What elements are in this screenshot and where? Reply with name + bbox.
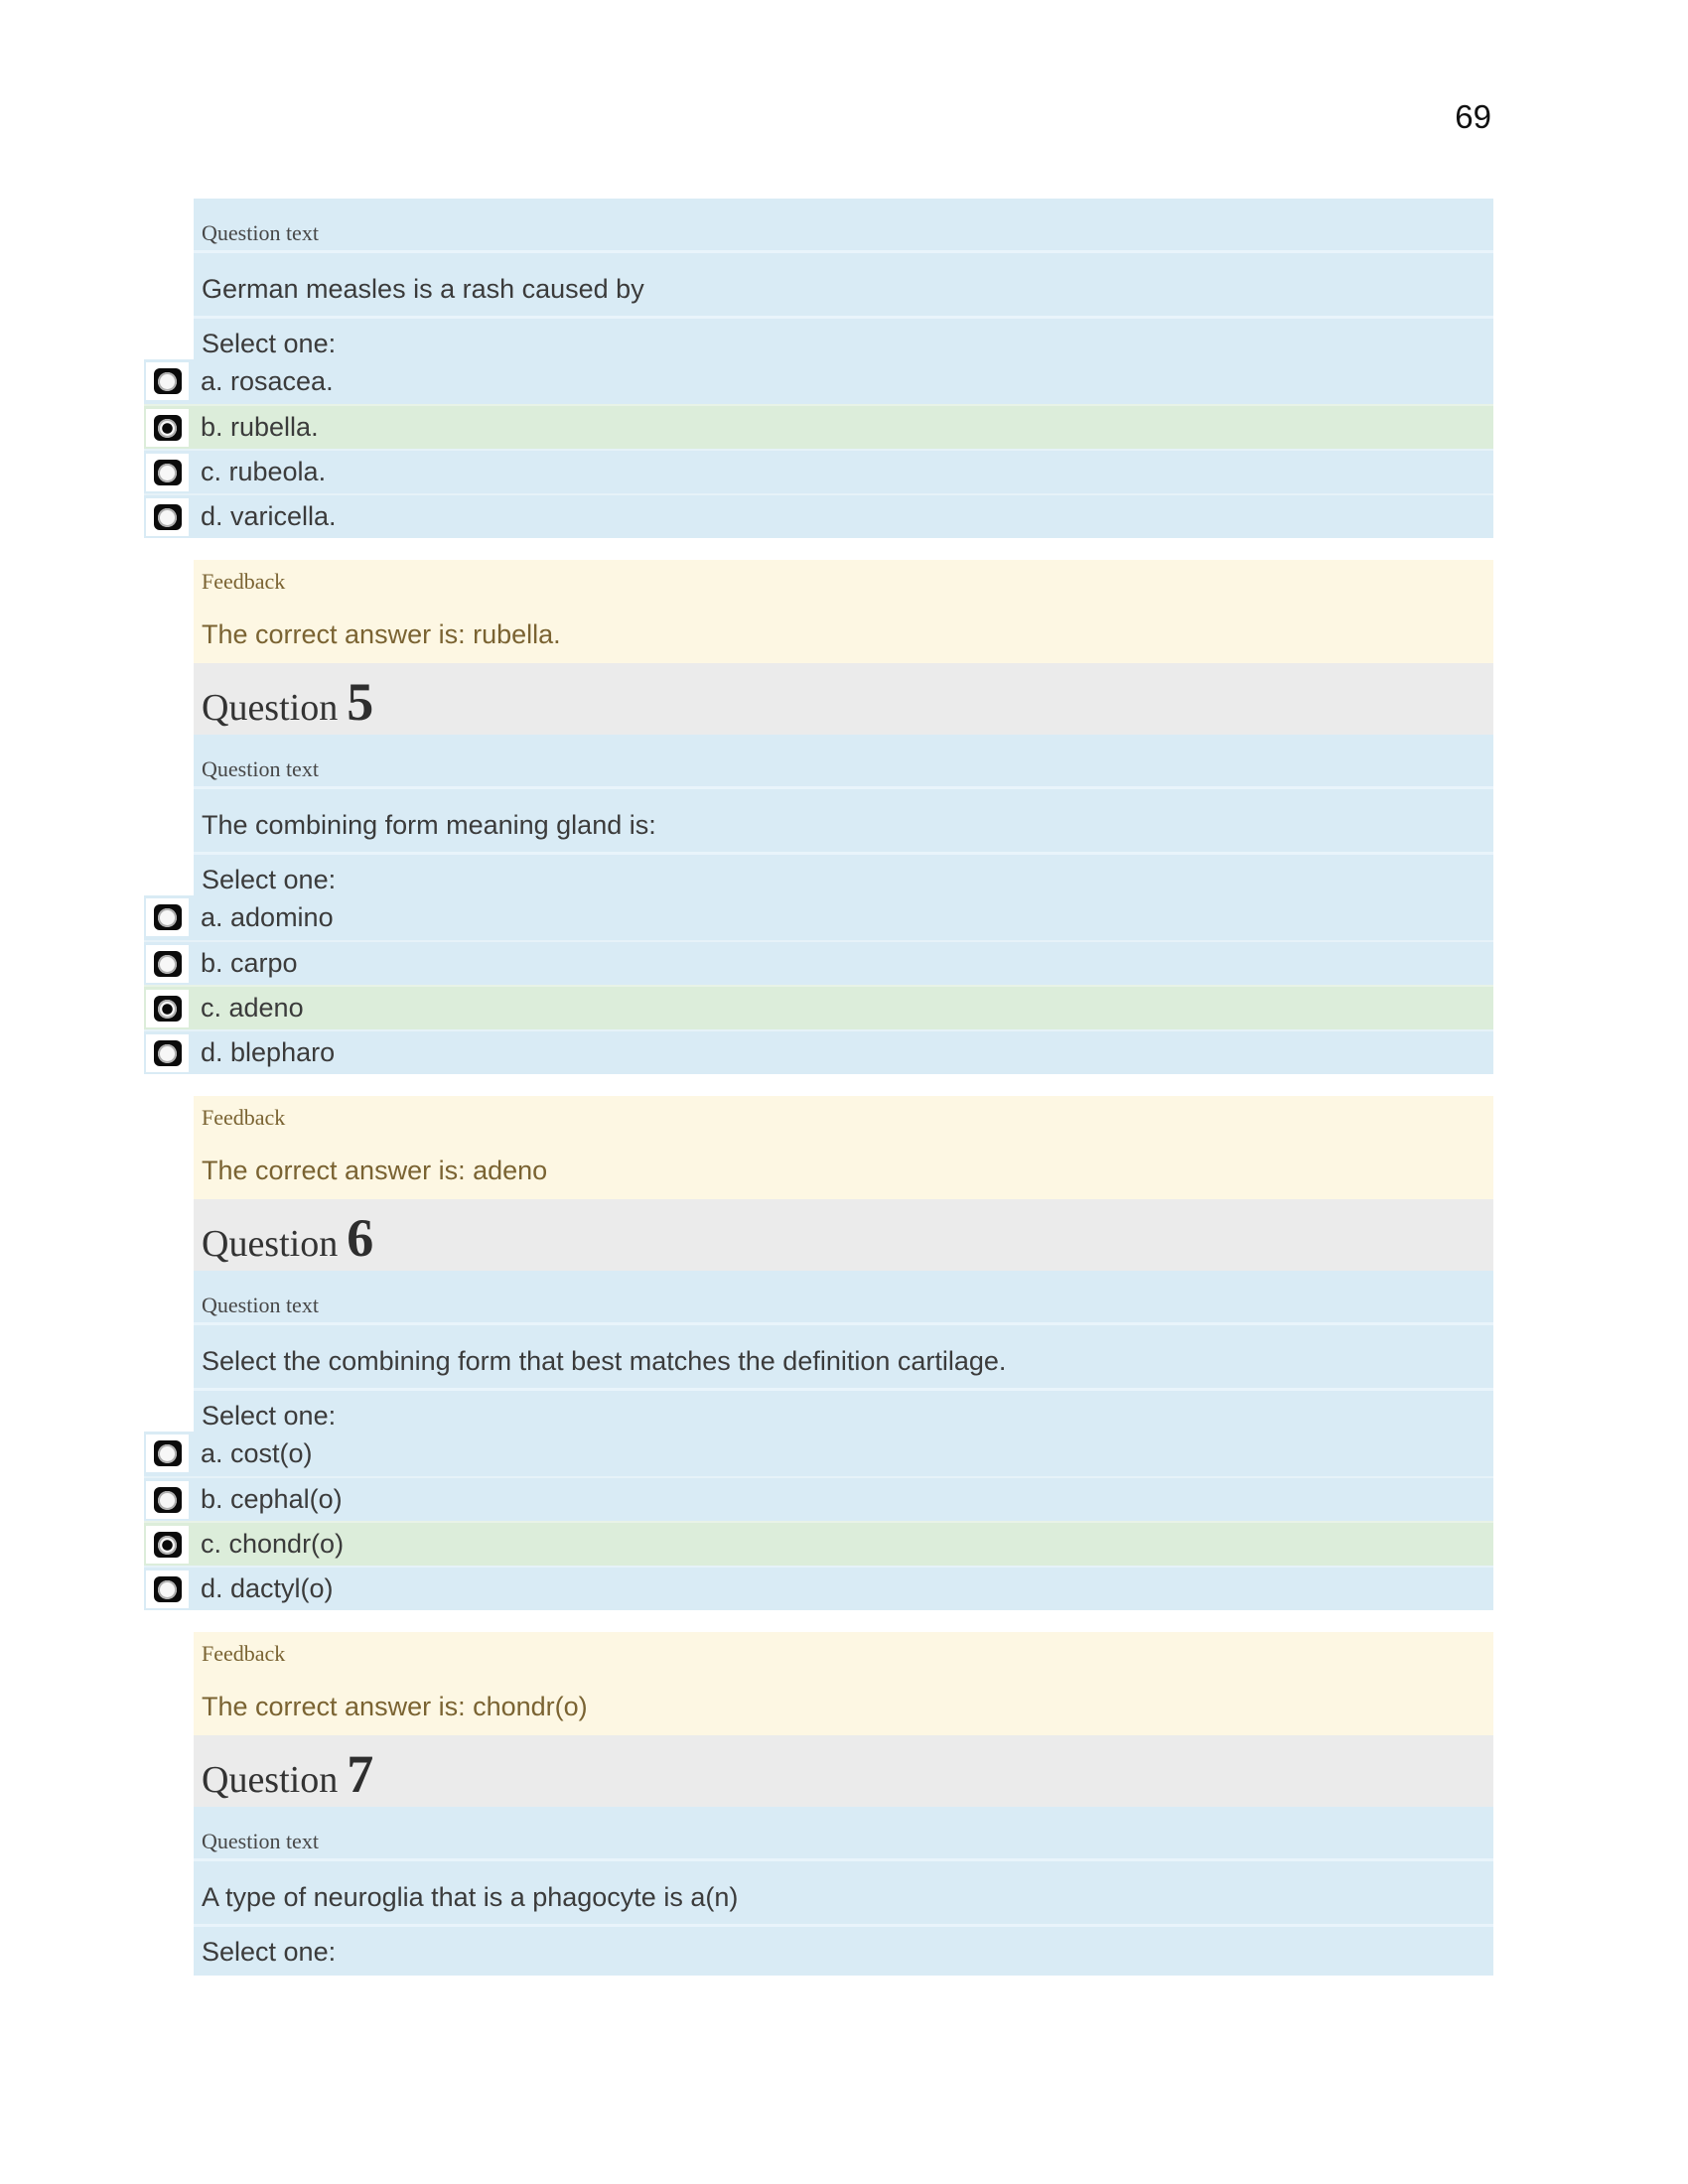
radio-button[interactable] — [146, 454, 189, 491]
question-body: The combining form meaning gland is: — [194, 786, 1493, 852]
option-label: c. chondr(o) — [201, 1529, 345, 1559]
answer-option-a[interactable]: a. rosacea. — [144, 359, 1493, 404]
question-header-number: 6 — [347, 1208, 374, 1268]
feedback-text: The correct answer is: chondr(o) — [202, 1692, 588, 1722]
option-label: a. rosacea. — [201, 366, 334, 396]
question-header-title: Question — [202, 687, 339, 729]
question-6-feedback: Feedback The correct answer is: chondr(o… — [194, 1632, 1493, 1735]
answer-option-d[interactable]: d. blepharo — [144, 1029, 1493, 1074]
question-7-header: Question 7 — [194, 1735, 1493, 1807]
question-6-block: Question text Select the combining form … — [144, 1271, 1493, 1610]
answer-option-a[interactable]: a. cost(o) — [144, 1432, 1493, 1476]
option-label: a. cost(o) — [201, 1438, 313, 1468]
option-label: b. carpo — [201, 948, 298, 978]
option-label: b. cephal(o) — [201, 1484, 343, 1514]
question-5-block: Question text The combining form meaning… — [144, 735, 1493, 1074]
radio-selected-icon — [153, 415, 182, 441]
answer-option-c[interactable]: c. adeno — [144, 985, 1493, 1029]
radio-button[interactable] — [146, 409, 189, 447]
question-body: German measles is a rash caused by — [194, 250, 1493, 316]
question-text-label: Question text — [202, 1293, 319, 1317]
page-number: 69 — [1455, 98, 1491, 135]
radio-button[interactable] — [146, 498, 189, 536]
spacer — [194, 1610, 1493, 1632]
option-label: d. dactyl(o) — [201, 1573, 334, 1603]
option-label: b. rubella. — [201, 412, 319, 442]
answer-option-c[interactable]: c. rubeola. — [144, 449, 1493, 493]
option-label: d. varicella. — [201, 501, 337, 531]
question-text-label: Question text — [202, 756, 319, 781]
radio-unselected-icon — [153, 1440, 182, 1466]
radio-unselected-icon — [153, 460, 182, 485]
answer-option-a[interactable]: a. adomino — [144, 895, 1493, 940]
feedback-text: The correct answer is: rubella. — [202, 619, 561, 650]
question-7-block: Question text A type of neuroglia that i… — [194, 1807, 1493, 1976]
answer-option-b[interactable]: b. cephal(o) — [144, 1476, 1493, 1521]
option-label: a. adomino — [201, 902, 334, 932]
radio-selected-icon — [153, 1532, 182, 1558]
radio-selected-icon — [153, 996, 182, 1022]
radio-unselected-icon — [153, 368, 182, 394]
radio-unselected-icon — [153, 504, 182, 530]
feedback-text: The correct answer is: adeno — [202, 1156, 548, 1186]
question-header-title: Question — [202, 1223, 339, 1265]
quiz-review-content: Question text German measles is a rash c… — [144, 199, 1493, 1976]
answer-option-d[interactable]: d. varicella. — [144, 493, 1493, 538]
question-4-block: Question text German measles is a rash c… — [144, 199, 1493, 538]
answer-option-b[interactable]: b. carpo — [144, 940, 1493, 985]
radio-unselected-icon — [153, 1487, 182, 1513]
feedback-label: Feedback — [202, 1105, 286, 1130]
question-4-feedback: Feedback The correct answer is: rubella. — [194, 560, 1493, 663]
question-5-feedback: Feedback The correct answer is: adeno — [194, 1096, 1493, 1199]
question-header-title: Question — [202, 1759, 339, 1801]
question-6-header: Question 6 — [194, 1199, 1493, 1271]
radio-button[interactable] — [146, 362, 189, 400]
select-one-label: Select one: — [194, 316, 1493, 359]
question-body: Select the combining form that best matc… — [194, 1322, 1493, 1388]
feedback-label: Feedback — [202, 1641, 286, 1666]
spacer — [194, 1074, 1493, 1096]
radio-unselected-icon — [153, 904, 182, 930]
feedback-label: Feedback — [202, 569, 286, 594]
radio-unselected-icon — [153, 1576, 182, 1602]
option-label: c. rubeola. — [201, 457, 327, 486]
radio-button[interactable] — [146, 1526, 189, 1564]
question-header-number: 7 — [347, 1744, 374, 1804]
radio-unselected-icon — [153, 1040, 182, 1066]
radio-button[interactable] — [146, 1434, 189, 1472]
question-text-label: Question text — [202, 220, 319, 245]
answer-option-d[interactable]: d. dactyl(o) — [144, 1566, 1493, 1610]
select-one-label: Select one: — [194, 1388, 1493, 1432]
question-header-number: 5 — [347, 672, 374, 732]
question-text-label: Question text — [202, 1829, 319, 1853]
select-one-label: Select one: — [194, 852, 1493, 895]
radio-button[interactable] — [146, 1481, 189, 1519]
option-label: c. adeno — [201, 993, 304, 1023]
answer-options: a. adomino b. carpo c. adeno d. blepharo — [144, 895, 1493, 1074]
radio-button[interactable] — [146, 990, 189, 1027]
radio-button[interactable] — [146, 1570, 189, 1608]
option-label: d. blepharo — [201, 1037, 336, 1067]
answer-options: a. rosacea. b. rubella. c. rubeola. d. v… — [144, 359, 1493, 538]
radio-unselected-icon — [153, 951, 182, 977]
select-one-label: Select one: — [194, 1924, 1493, 1976]
answer-option-c[interactable]: c. chondr(o) — [144, 1521, 1493, 1566]
radio-button[interactable] — [146, 1034, 189, 1072]
answer-option-b[interactable]: b. rubella. — [144, 404, 1493, 449]
question-5-header: Question 5 — [194, 663, 1493, 735]
spacer — [194, 538, 1493, 560]
radio-button[interactable] — [146, 898, 189, 936]
answer-options: a. cost(o) b. cephal(o) c. chondr(o) d. … — [144, 1432, 1493, 1610]
question-body: A type of neuroglia that is a phagocyte … — [194, 1858, 1493, 1924]
radio-button[interactable] — [146, 945, 189, 983]
